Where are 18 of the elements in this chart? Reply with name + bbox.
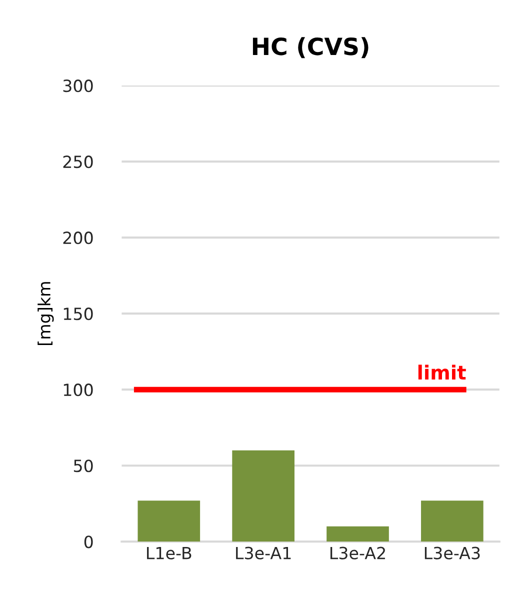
bar	[326, 526, 389, 542]
y-tick-label: 300	[63, 80, 93, 92]
y-axis-title: [mg]km	[38, 282, 54, 346]
y-tick-label: 250	[63, 156, 93, 168]
x-tick-label: L1e-B	[147, 546, 192, 560]
bar	[138, 500, 200, 542]
ref-line-label: limit	[418, 364, 466, 380]
y-tick-label: 200	[63, 232, 93, 244]
bar	[232, 450, 294, 542]
bar	[421, 500, 484, 542]
x-tick-label: L3e-A3	[424, 546, 480, 560]
y-tick-label: 50	[74, 460, 93, 472]
chart-title: HC (CVS)	[252, 37, 368, 58]
x-tick-label: L3e-A1	[236, 546, 291, 560]
y-tick-label: 0	[84, 536, 93, 548]
y-tick-label: 150	[64, 308, 93, 320]
x-tick-label: L3e-A2	[330, 546, 385, 560]
y-tick-label: 100	[64, 384, 93, 396]
